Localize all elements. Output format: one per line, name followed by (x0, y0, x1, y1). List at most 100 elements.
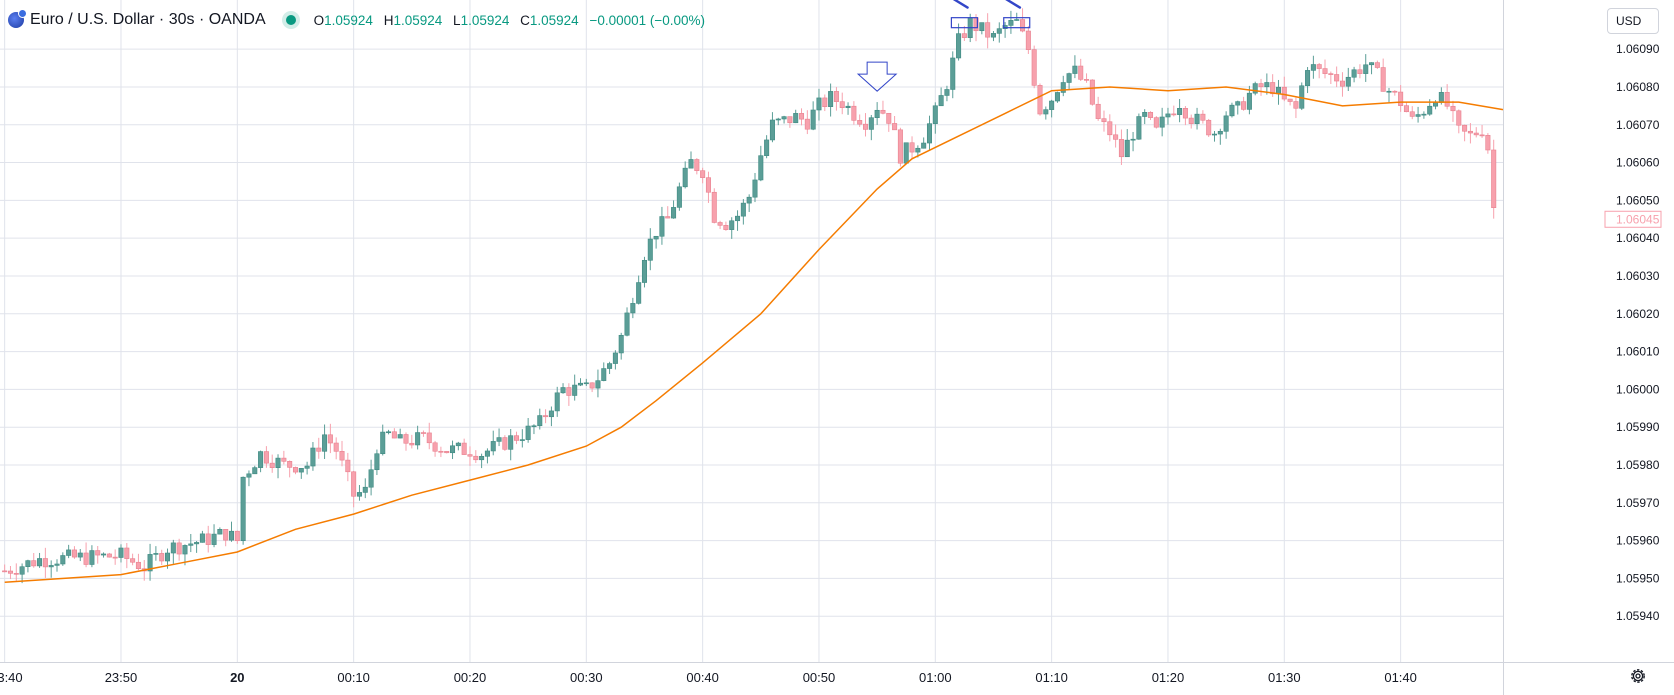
candle-body (618, 334, 624, 354)
candle (438, 446, 444, 458)
symbol-title[interactable]: Euro / U.S. Dollar · 30s · OANDA (30, 11, 266, 28)
candle-body (1281, 86, 1287, 100)
high-value: 1.05924 (393, 12, 443, 28)
candle-body (996, 28, 1002, 34)
candle (1177, 99, 1183, 123)
candle (1031, 45, 1037, 89)
candle-body (833, 91, 839, 102)
candle-body (851, 105, 857, 121)
candle (450, 440, 456, 460)
candle-body (950, 57, 956, 90)
candle (833, 87, 839, 111)
candle (147, 543, 153, 581)
candle-body (729, 220, 735, 230)
candle (1316, 62, 1322, 79)
candle (1002, 22, 1008, 38)
candle (740, 199, 746, 225)
candle (490, 430, 496, 456)
candle-body (1182, 108, 1188, 119)
candle (391, 428, 397, 439)
candle (1310, 55, 1316, 79)
candle (432, 440, 438, 457)
candle-body (95, 550, 101, 556)
candle (170, 539, 176, 564)
candle (1089, 79, 1095, 106)
market-status-dot-icon (285, 15, 296, 25)
candle-body (292, 467, 298, 473)
y-tick-label: 1.06060 (1616, 156, 1660, 170)
candle-body (1316, 64, 1322, 69)
candle-body (170, 542, 176, 554)
candle-body (234, 530, 240, 542)
candle (514, 431, 520, 445)
candle (1275, 79, 1281, 105)
candle-body (1374, 62, 1380, 68)
candle (228, 521, 235, 542)
candle (1066, 72, 1072, 90)
candle (496, 428, 502, 447)
y-tick-label: 1.06040 (1616, 231, 1660, 245)
candle (415, 425, 421, 450)
candle-body (926, 123, 932, 144)
candle (961, 25, 967, 42)
candle-body (641, 259, 647, 283)
candle (601, 362, 607, 382)
candle (519, 429, 525, 448)
candle-body (1421, 113, 1427, 116)
candle (374, 449, 380, 476)
symbol-legend: Euro / U.S. Dollar · 30s · OANDA O1.0592… (8, 8, 712, 32)
candle-body (979, 22, 985, 32)
x-tick-label: 00:20 (454, 670, 487, 685)
candle-body (101, 553, 107, 556)
candle-body (1101, 118, 1107, 123)
currency-button[interactable]: USD (1607, 8, 1659, 34)
candle (1043, 106, 1049, 120)
candle-body (397, 434, 403, 439)
candle-body (322, 434, 328, 452)
candle (624, 307, 630, 337)
y-tick-label: 1.06090 (1616, 42, 1660, 56)
candle-body (723, 225, 729, 230)
close-value: 1.05924 (529, 12, 579, 28)
candle (1060, 75, 1066, 97)
candle-body (868, 117, 874, 130)
candle (322, 424, 328, 459)
candle (1095, 96, 1101, 121)
candle-body (752, 179, 758, 198)
x-tick-label: 01:30 (1268, 670, 1301, 685)
candle (636, 275, 642, 305)
candle-body (514, 435, 520, 441)
candle-body (31, 560, 37, 567)
y-tick-label: 1.05950 (1616, 571, 1660, 585)
candle-body (839, 101, 845, 108)
candle (345, 452, 351, 482)
candle (1054, 91, 1060, 103)
candle (130, 553, 136, 566)
candle-body (711, 191, 717, 223)
candle-body (7, 570, 13, 574)
chart-settings-button[interactable] (1627, 665, 1649, 687)
candle-body (1008, 20, 1014, 26)
candle-body (1241, 101, 1247, 110)
candle-body (1246, 92, 1252, 110)
low-value: 1.05924 (460, 12, 510, 28)
candle-body (83, 552, 89, 565)
candle (473, 450, 479, 463)
candle (1217, 128, 1223, 145)
candle-body (432, 442, 438, 452)
candle-body (199, 533, 205, 543)
candle-body (1293, 101, 1299, 109)
candle (1206, 118, 1212, 137)
candle-body (37, 558, 43, 567)
candle-body (1456, 110, 1462, 126)
candle-body (676, 186, 682, 208)
candle (1345, 67, 1351, 91)
candle (1194, 107, 1200, 130)
candle-body (1148, 112, 1154, 118)
candle-body (659, 216, 665, 237)
candle (1281, 76, 1287, 102)
y-tick-label: 1.05990 (1616, 420, 1660, 434)
candle (1159, 107, 1165, 137)
candle-body (769, 119, 775, 141)
